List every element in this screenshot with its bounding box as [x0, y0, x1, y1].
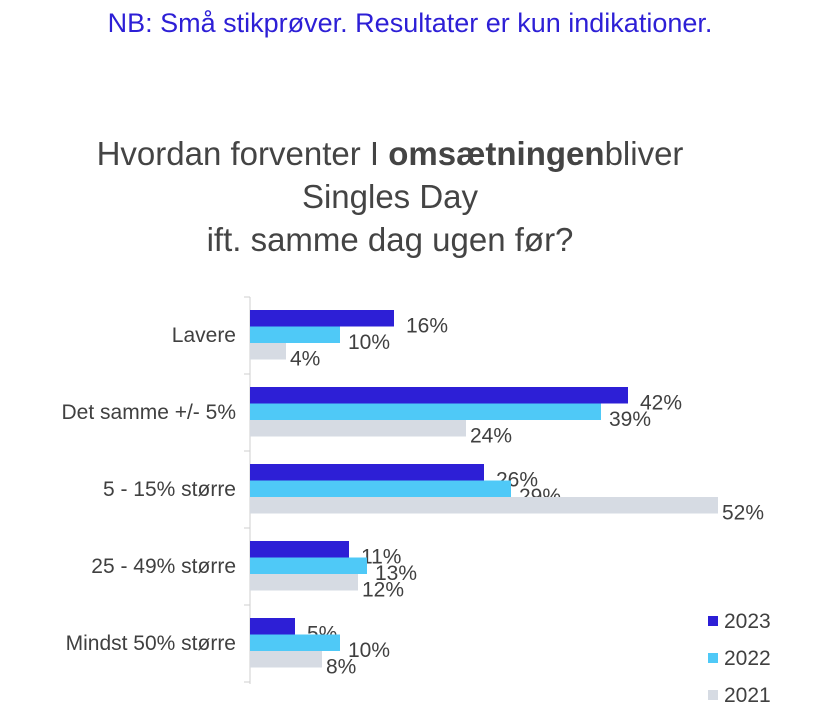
data-label-2022: 10%	[348, 331, 390, 354]
data-label-2021: 4%	[290, 347, 320, 370]
title-line1-bold: omsætningen	[388, 135, 605, 172]
bar-2021	[250, 497, 718, 514]
data-label-2021: 12%	[362, 578, 404, 601]
bar-2021	[250, 651, 322, 668]
bar-2022	[250, 480, 511, 497]
sample-size-note: NB: Små stikprøver. Resultater er kun in…	[107, 8, 713, 38]
category-label: 5 - 15% større	[103, 478, 236, 501]
bar-2023	[250, 387, 628, 404]
legend-swatch-2023	[708, 616, 718, 626]
bar-2022	[250, 326, 340, 343]
bar-2022	[250, 557, 367, 574]
data-label-2022: 13%	[375, 562, 417, 585]
category-label: 25 - 49% større	[91, 555, 236, 578]
legend-label-2023: 2023	[724, 610, 771, 633]
category-label: Lavere	[172, 324, 236, 347]
data-label-2021: 8%	[326, 655, 356, 678]
title-line3: ift. samme dag ugen før?	[206, 221, 574, 258]
data-label-2023: 11%	[361, 545, 401, 568]
bar-2023	[250, 541, 349, 558]
category-label: Det samme +/- 5%	[62, 401, 236, 424]
legend-swatch-2021	[708, 690, 718, 700]
category-label: Mindst 50% større	[66, 632, 236, 655]
data-label-2022: 39%	[609, 408, 651, 431]
title-line1-end: bliver	[604, 135, 684, 172]
data-label-2023: 42%	[640, 391, 682, 414]
bar-2023	[250, 464, 484, 481]
data-label-2022: 10%	[348, 639, 390, 662]
data-label-2023: 16%	[406, 314, 448, 337]
title-line2: Singles Day	[301, 178, 479, 215]
bar-2021	[250, 420, 466, 437]
title-line1-start: Hvordan forventer I	[96, 135, 389, 172]
chart-title: Hvordan forventer I omsætningenbliver Si…	[0, 132, 780, 261]
bar-2021	[250, 574, 358, 591]
data-label-2021: 52%	[722, 501, 764, 524]
bar-2022	[250, 403, 601, 420]
data-label-2021: 24%	[470, 424, 512, 447]
legend-label-2021: 2021	[724, 684, 771, 707]
legend-swatch-2022	[708, 653, 718, 663]
bar-2022	[250, 634, 340, 651]
bar-2023	[250, 310, 394, 327]
bar-2023	[250, 618, 295, 635]
bar-2021	[250, 343, 286, 360]
legend-label-2022: 2022	[724, 647, 771, 670]
